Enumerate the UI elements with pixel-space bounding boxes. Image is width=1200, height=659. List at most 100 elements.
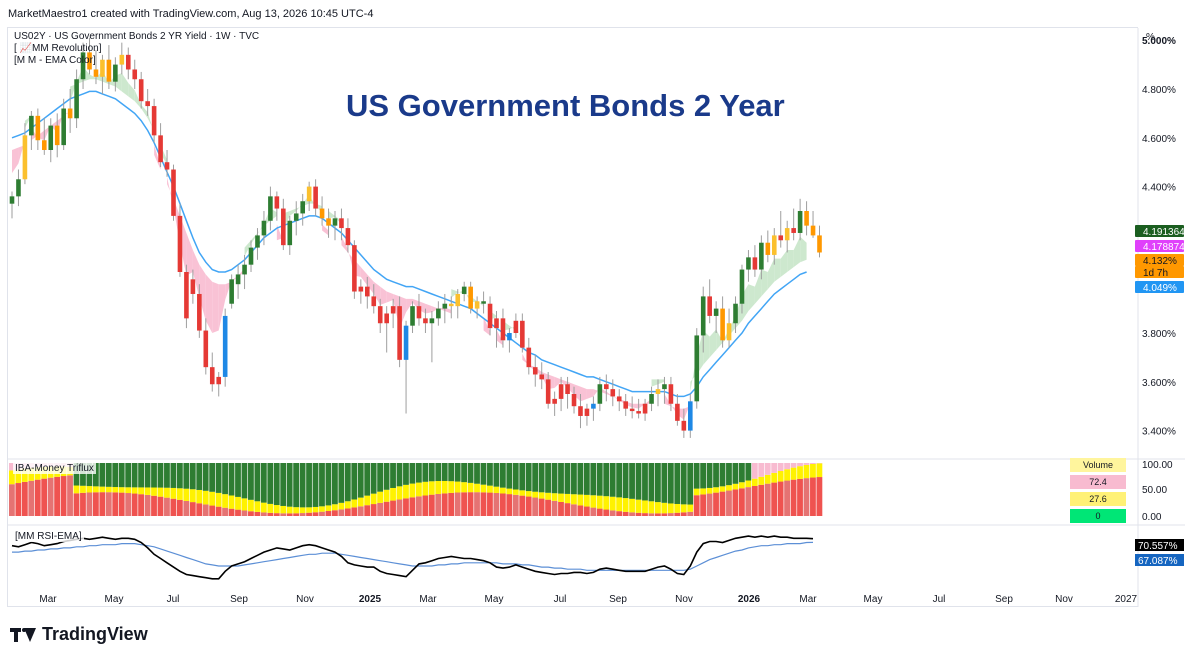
candle-body	[125, 54, 131, 70]
triflux-title[interactable]: IBA-Money Triflux	[13, 463, 96, 474]
indicator-legend-ema-color[interactable]: [M M - EMA Color]	[14, 55, 96, 66]
triflux-yellow	[422, 481, 429, 496]
triflux-value-green: 0	[1070, 509, 1126, 523]
triflux-green	[344, 463, 351, 502]
candle-body	[623, 401, 628, 409]
triflux-red	[241, 510, 248, 516]
indicator-legend-revolution[interactable]: [ 📈MM Revolution]	[14, 43, 102, 54]
triflux-green	[506, 463, 513, 489]
candle	[9, 191, 15, 219]
triflux-yellow	[764, 474, 771, 484]
candle-body	[507, 333, 512, 341]
candle-body	[733, 303, 738, 324]
rsi-line	[11, 535, 814, 580]
triflux-red	[41, 478, 48, 516]
triflux-green	[532, 463, 539, 492]
triflux-yellow	[9, 470, 15, 485]
triflux-green	[771, 463, 778, 473]
x-tick-label: Jul	[554, 594, 567, 605]
candle	[578, 394, 583, 429]
candle	[623, 394, 628, 416]
unit-label[interactable]: %	[1146, 32, 1155, 43]
triflux-red	[286, 513, 293, 516]
candle	[313, 179, 318, 216]
ribbon-segment	[444, 307, 452, 314]
triflux-green	[642, 463, 648, 501]
candle-body	[80, 52, 86, 80]
triflux-yellow	[474, 483, 480, 493]
tradingview-footer[interactable]: TradingView	[10, 624, 148, 645]
candle-body	[42, 140, 47, 150]
candle	[293, 201, 299, 236]
triflux-red	[577, 505, 584, 516]
price-label-bg	[1135, 225, 1184, 237]
candle	[339, 208, 344, 241]
triflux-red	[745, 487, 752, 516]
triflux-red	[164, 497, 170, 516]
triflux-yellow	[558, 493, 564, 502]
triflux-red	[28, 480, 35, 516]
candle	[655, 379, 661, 407]
triflux-green	[383, 463, 390, 490]
symbol-legend[interactable]: US02Y · US Government Bonds 2 YR Yield ·…	[14, 31, 260, 42]
triflux-yellow	[370, 493, 377, 505]
triflux-yellow	[693, 488, 700, 496]
triflux-yellow	[480, 484, 487, 493]
candle-body	[771, 235, 777, 255]
triflux-green	[738, 463, 745, 483]
triflux-red	[803, 478, 810, 516]
triflux-red	[344, 508, 351, 516]
ribbon-segment	[477, 301, 484, 307]
triflux-green	[183, 463, 190, 489]
ribbon-segment	[800, 236, 807, 263]
triflux-red	[590, 507, 597, 516]
triflux-green	[325, 463, 332, 506]
triflux-yellow	[176, 488, 183, 500]
candle	[584, 403, 590, 426]
price-label: 4.132%	[1135, 254, 1184, 267]
ribbon-segment	[121, 73, 129, 97]
triflux-red	[596, 508, 603, 516]
triflux-yellow	[280, 505, 287, 514]
candle	[810, 211, 816, 238]
rsi-label-text: 70.557%	[1138, 541, 1178, 552]
triflux-green	[784, 463, 790, 470]
candle	[700, 286, 706, 353]
triflux-axis-label: 50.00	[1142, 485, 1167, 496]
candle	[668, 376, 674, 412]
triflux-yellow	[286, 506, 293, 514]
triflux-green	[713, 463, 719, 488]
candle	[442, 293, 448, 324]
triflux-red	[454, 492, 461, 516]
triflux-green	[790, 463, 797, 468]
triflux-yellow	[267, 503, 274, 513]
triflux-green	[86, 463, 93, 487]
candle-body	[261, 220, 267, 236]
triflux-red	[583, 506, 590, 516]
triflux-red	[655, 513, 661, 516]
triflux-green	[622, 463, 629, 499]
triflux-yellow	[777, 471, 784, 482]
triflux-red	[428, 494, 435, 516]
triflux-green	[248, 463, 254, 500]
candle	[558, 376, 564, 412]
triflux-green	[693, 463, 700, 489]
triflux-yellow	[642, 500, 648, 514]
triflux-red	[564, 503, 571, 516]
ribbon-segment	[651, 379, 658, 387]
triflux-yellow	[732, 483, 739, 490]
triflux-yellow	[499, 487, 506, 494]
candle	[759, 235, 764, 280]
candle-body	[119, 54, 125, 65]
ribbon-segment	[703, 330, 710, 365]
rsi-title[interactable]: [MM RSI-EMA]	[13, 531, 84, 542]
triflux-red	[571, 504, 577, 516]
ribbon-segment	[12, 147, 19, 174]
triflux-red	[215, 506, 222, 516]
ribbon-segment	[774, 258, 781, 282]
triflux-green	[151, 463, 157, 488]
candle-body	[571, 394, 577, 407]
candle-body	[203, 330, 209, 368]
candle	[319, 196, 325, 226]
